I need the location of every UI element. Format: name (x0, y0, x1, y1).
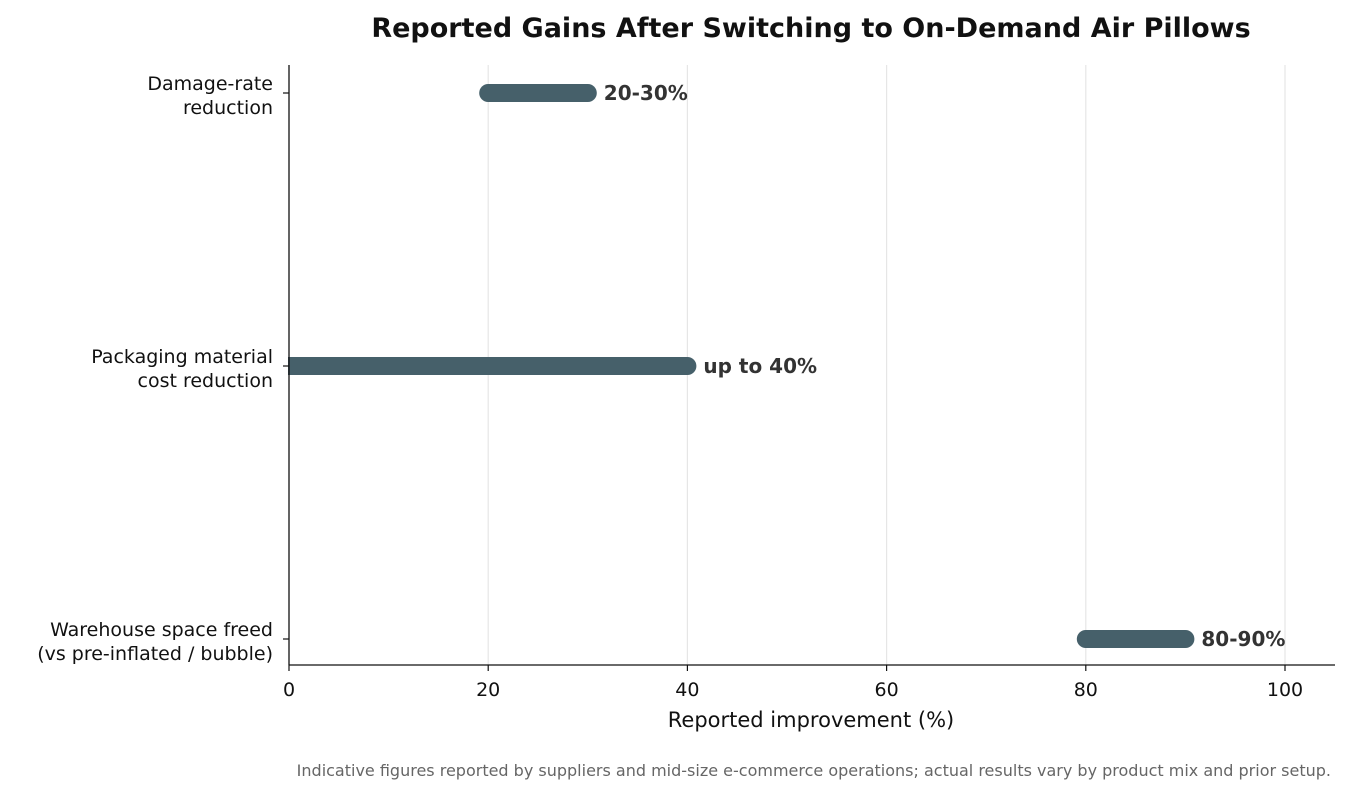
axes (288, 65, 1335, 666)
y-category-label-0-line-0: Damage-rate (147, 73, 273, 95)
x-axis-title: Reported improvement (%) (668, 708, 954, 732)
y-category-label-2-line-1: (vs pre-inflated / bubble) (37, 643, 273, 665)
y-category-label-2-line-0: Warehouse space freed (50, 619, 273, 641)
data-labels: 20-30% up to 40% 80-90% (604, 81, 1286, 651)
footnote: Indicative figures reported by suppliers… (297, 761, 1331, 780)
chart-title: Reported Gains After Switching to On-Dem… (371, 13, 1250, 44)
x-tick-label-20: 20 (476, 679, 500, 701)
gridlines (487, 65, 1286, 665)
x-tick-label-60: 60 (875, 679, 899, 701)
x-tick-label-40: 40 (675, 679, 699, 701)
y-category-label-1-line-1: cost reduction (138, 370, 274, 392)
data-label-0: 20-30% (604, 81, 688, 105)
range-bars (288, 84, 1195, 648)
y-category-label-1-line-0: Packaging material (91, 346, 273, 368)
data-label-1: up to 40% (703, 354, 817, 378)
x-ticks: 0 20 40 60 80 100 (283, 665, 1303, 701)
y-category-label-0-line-1: reduction (183, 97, 273, 119)
data-label-2: 80-90% (1201, 627, 1285, 651)
x-tick-label-80: 80 (1074, 679, 1098, 701)
x-tick-label-100: 100 (1267, 679, 1303, 701)
x-tick-label-0: 0 (283, 679, 295, 701)
